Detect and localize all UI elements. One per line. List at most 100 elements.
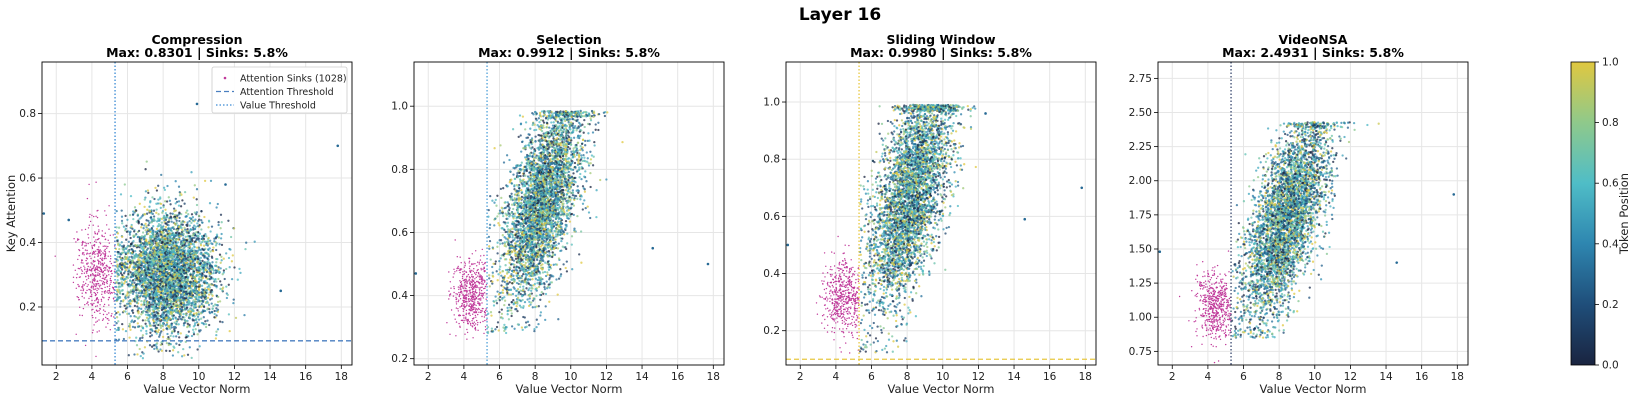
scatter-point [174, 291, 177, 294]
scatter-point [175, 246, 179, 249]
y-axis-label: Key Attention [4, 175, 18, 253]
sink-point [90, 295, 93, 298]
scatter-point [122, 248, 126, 251]
scatter-point [206, 244, 209, 247]
scatter-point [115, 293, 119, 296]
sink-point [88, 269, 90, 271]
scatter-point [117, 282, 120, 285]
scatter-point [139, 236, 143, 239]
scatter-point [181, 295, 185, 298]
scatter-point [174, 231, 178, 235]
scatter-point [204, 256, 208, 259]
scatter-point [127, 249, 130, 253]
scatter-point [203, 179, 207, 183]
x-tick-label: 16 [299, 371, 313, 383]
sink-point [97, 301, 100, 303]
scatter-point [196, 300, 199, 303]
scatter-point [137, 256, 140, 259]
scatter-point [150, 234, 154, 237]
scatter-point [194, 283, 197, 286]
scatter-point [159, 228, 162, 231]
scatter-point [206, 291, 209, 294]
scatter-point [116, 288, 119, 292]
scatter-point [132, 256, 136, 259]
scatter-point [160, 226, 163, 229]
scatter-point [195, 296, 198, 299]
sink-point [90, 290, 92, 292]
sink-point [112, 287, 115, 289]
scatter-point [165, 298, 168, 301]
sink-point [81, 253, 84, 255]
scatter-point [225, 296, 229, 300]
scatter-point [133, 353, 136, 356]
sink-point [88, 224, 91, 226]
scatter-point [166, 318, 169, 321]
outlier-point [279, 289, 283, 293]
scatter-point [116, 255, 119, 258]
scatter-point [195, 280, 198, 283]
scatter-point [196, 348, 199, 351]
scatter-point [156, 290, 160, 293]
scatter-point [196, 309, 199, 312]
panel-subtitle: Max: 0.9912 | Sinks: 5.8% [478, 45, 660, 60]
scatter-point [188, 264, 192, 267]
scatter-point [192, 312, 196, 315]
sink-point [76, 231, 78, 233]
scatter-point [206, 296, 210, 299]
sink-point [72, 281, 75, 284]
scatter-point [186, 322, 189, 325]
scatter-point [149, 281, 152, 285]
scatter-point [128, 279, 132, 282]
scatter-point [195, 188, 199, 191]
scatter-point [187, 287, 191, 290]
scatter-point [516, 309, 519, 313]
scatter-point [121, 235, 124, 238]
scatter-point [208, 202, 212, 205]
scatter-point [152, 296, 155, 300]
scatter-point [195, 213, 198, 216]
scatter-point [207, 236, 210, 240]
sink-point [101, 235, 104, 237]
scatter-point [229, 248, 232, 251]
scatter-point [131, 213, 135, 216]
scatter-point [147, 264, 150, 267]
scatter-point [147, 288, 151, 291]
sink-point [93, 283, 95, 285]
scatter-point [179, 205, 183, 208]
scatter-point [137, 258, 140, 261]
scatter-point [160, 330, 163, 333]
sink-point [106, 269, 109, 271]
scatter-point [152, 271, 155, 274]
sink-point [108, 251, 111, 253]
scatter-point [158, 298, 161, 301]
scatter-point [172, 277, 175, 280]
scatter-point [206, 240, 209, 243]
sink-point [83, 254, 85, 256]
scatter-point [191, 260, 194, 263]
scatter-point [511, 236, 514, 239]
scatter-point [204, 320, 207, 323]
scatter-point [118, 244, 121, 247]
scatter-point [163, 298, 166, 301]
scatter-point [182, 269, 186, 272]
sink-point [90, 303, 92, 305]
scatter-point [507, 276, 510, 280]
scatter-point [192, 333, 196, 336]
scatter-point [179, 285, 182, 288]
scatter-point [197, 214, 201, 217]
sink-point [106, 275, 108, 277]
scatter-point [168, 255, 171, 259]
sink-point [103, 303, 106, 306]
scatter-point [142, 253, 145, 257]
scatter-point [186, 290, 190, 294]
scatter-point [195, 246, 199, 249]
scatter-point [131, 292, 135, 295]
sink-point [83, 272, 86, 274]
scatter-point [173, 213, 176, 217]
scatter-point [167, 250, 170, 253]
scatter-point [149, 279, 153, 282]
scatter-point [177, 238, 180, 241]
sink-point [90, 291, 92, 293]
scatter-point [158, 275, 161, 279]
